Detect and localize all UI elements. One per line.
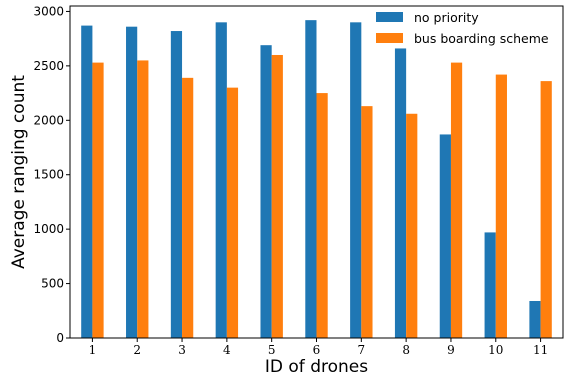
plot-frame — [69, 5, 564, 339]
y-tick-label: 2500 — [33, 59, 64, 73]
bar-no-priority-4 — [215, 22, 227, 338]
legend: no priority bus boarding scheme — [376, 10, 549, 46]
legend-swatch — [376, 33, 403, 43]
x-axis-label: ID of drones — [265, 357, 368, 377]
x-tick-label: 5 — [268, 343, 276, 357]
bars-group — [81, 20, 552, 339]
bar-bus-boarding-9 — [450, 62, 463, 339]
bar-bus-boarding-2 — [137, 60, 149, 338]
y-tick-label: 1500 — [33, 168, 64, 182]
bar-no-priority-5 — [260, 45, 272, 338]
bar-bus-boarding-8 — [406, 113, 418, 338]
bar-no-priority-1 — [81, 25, 93, 338]
y-tick-label: 500 — [41, 277, 64, 291]
bar-bus-boarding-4 — [226, 87, 239, 338]
y-tick-label: 3000 — [33, 4, 64, 18]
legend-swatch — [376, 12, 403, 22]
bar-no-priority-2 — [126, 26, 138, 338]
bar-bus-boarding-6 — [316, 93, 328, 338]
bar-no-priority-6 — [305, 20, 317, 339]
y-tick-label: 2000 — [33, 113, 64, 127]
y-axis-ticks: 0 500 1000 1500 2000 2500 3000 — [33, 4, 70, 345]
y-tick-label: 0 — [56, 331, 64, 345]
bar-bus-boarding-10 — [495, 74, 507, 338]
x-tick-label: 8 — [402, 343, 410, 357]
x-tick-label: 1 — [89, 343, 97, 357]
bar-no-priority-11 — [529, 300, 541, 338]
y-tick-label: 1000 — [33, 222, 64, 236]
x-tick-label: 10 — [488, 343, 503, 357]
x-tick-label: 2 — [133, 343, 141, 357]
x-tick-label: 4 — [223, 343, 231, 357]
bar-no-priority-7 — [350, 22, 362, 338]
bar-bus-boarding-11 — [540, 81, 552, 338]
bar-bus-boarding-3 — [182, 77, 194, 338]
legend-label: bus boarding scheme — [414, 31, 549, 46]
y-axis-label: Average ranging count — [9, 75, 29, 269]
bar-no-priority-3 — [170, 31, 183, 338]
bar-bus-boarding-5 — [271, 54, 283, 338]
x-tick-label: 6 — [313, 343, 321, 357]
x-tick-label: 9 — [447, 343, 455, 357]
x-tick-label: 3 — [178, 343, 186, 357]
bar-no-priority-10 — [484, 232, 496, 338]
legend-label: no priority — [414, 10, 479, 25]
x-axis-ticks: 1 2 3 4 5 6 7 8 9 10 11 — [89, 338, 548, 357]
x-tick-label: 7 — [357, 343, 365, 357]
x-tick-label: 11 — [533, 343, 548, 357]
bar-bus-boarding-7 — [361, 106, 373, 339]
bar-no-priority-9 — [439, 134, 451, 338]
bar-bus-boarding-1 — [92, 62, 104, 339]
bar-no-priority-8 — [394, 48, 407, 339]
